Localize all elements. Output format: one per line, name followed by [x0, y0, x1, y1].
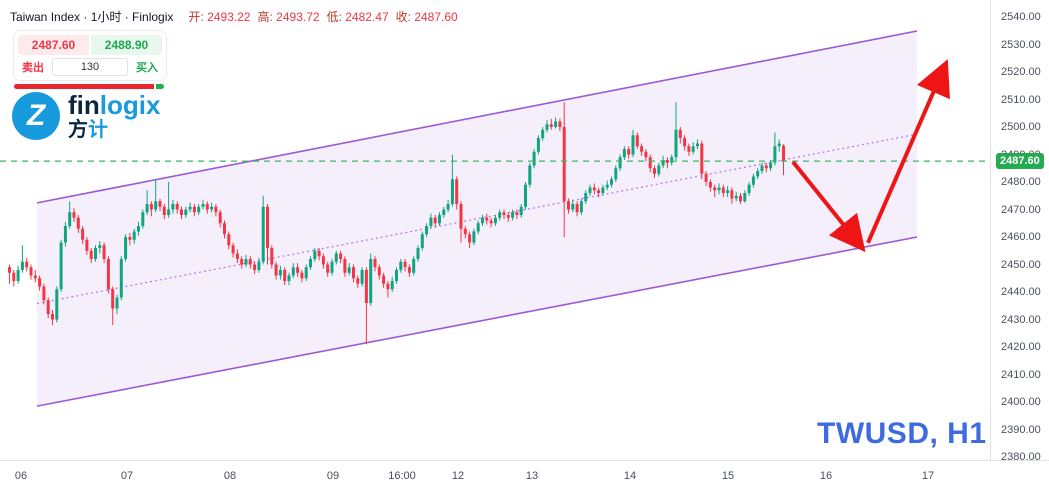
- ohlc-values: 开: 2493.22 高: 2493.72 低: 2482.47 收: 2487.60: [181, 10, 457, 24]
- price-tick-label: 2500.00: [1001, 121, 1041, 133]
- price-tick-label: 2410.00: [1001, 368, 1041, 381]
- sell-buy-ratio-bar: [14, 84, 164, 89]
- chart-legend: Taiwan Index · 1小时 · Finlogix 开: 2493.22 高…: [10, 8, 458, 25]
- high-value: 2493.72: [276, 10, 320, 24]
- current-price-label: 2487.60: [996, 153, 1044, 170]
- time-tick-label: 16:00: [388, 470, 416, 482]
- logo-text-fin: fin: [68, 90, 100, 120]
- high-label: 高:: [257, 10, 273, 24]
- low-value: 2482.47: [345, 10, 389, 24]
- logo-text-cn-dark: 方: [68, 119, 88, 141]
- price-tick-label: 2430.00: [1001, 313, 1041, 326]
- buy-price-button[interactable]: 2488.90: [91, 35, 162, 55]
- trend-arrow-projected-rally[interactable]: [866, 59, 950, 244]
- channel-bottom-line[interactable]: [36, 236, 918, 407]
- time-tick-label: 09: [326, 470, 340, 482]
- sell-button[interactable]: 卖出: [22, 62, 44, 74]
- time-tick-label: 16: [819, 470, 833, 482]
- open-value: 2493.22: [207, 10, 251, 24]
- finlogix-logo-icon: Z: [12, 92, 60, 140]
- low-label: 低:: [326, 10, 342, 24]
- time-tick-label: 14: [623, 470, 637, 482]
- finlogix-logo: Z finlogix 方计: [12, 92, 160, 140]
- time-tick-label: 07: [120, 470, 134, 482]
- open-label: 开:: [188, 10, 204, 24]
- price-tick-label: 2540.00: [1001, 11, 1041, 23]
- price-tick-label: 2440.00: [1001, 286, 1041, 298]
- close-value: 2487.60: [414, 10, 458, 24]
- price-tick-label: 2510.00: [1001, 93, 1041, 106]
- candlestick-chart[interactable]: [0, 0, 990, 460]
- price-tick-label: 2420.00: [1001, 341, 1041, 353]
- price-channel[interactable]: [36, 30, 918, 407]
- buy-ratio-segment: [155, 84, 164, 89]
- time-tick-label: 15: [721, 470, 735, 482]
- time-tick-label: 08: [223, 470, 237, 482]
- quantity-input[interactable]: [52, 58, 128, 76]
- price-tick-label: 2450.00: [1001, 258, 1041, 271]
- time-axis[interactable]: 06 07 08 09 16:00 12 13 14 15 16 17: [0, 460, 1049, 497]
- time-tick-label: 06: [14, 470, 28, 482]
- symbol-title[interactable]: Taiwan Index · 1小时 · Finlogix: [10, 10, 174, 24]
- time-tick-label: 12: [451, 470, 465, 482]
- logo-text-cn-blue: 计: [88, 119, 108, 141]
- channel-fill: [37, 31, 917, 407]
- price-axis[interactable]: 2540.002530.002520.002510.002500.002490.…: [990, 0, 1049, 463]
- close-label: 收:: [395, 10, 411, 24]
- price-tick-label: 2470.00: [1001, 203, 1041, 216]
- trend-arrow-projected-decline[interactable]: [791, 160, 866, 253]
- channel-top-line[interactable]: [36, 30, 918, 204]
- symbol-timeframe-label: TWUSD, H1: [817, 417, 987, 450]
- price-tick-label: 2400.00: [1001, 396, 1041, 408]
- price-tick-label: 2480.00: [1001, 176, 1041, 188]
- price-tick-label: 2530.00: [1001, 38, 1041, 51]
- buy-button[interactable]: 买入: [136, 62, 158, 74]
- price-tick-label: 2520.00: [1001, 66, 1041, 78]
- candles: [8, 102, 785, 345]
- time-tick-label: 13: [525, 470, 539, 482]
- sell-ratio-segment: [14, 84, 154, 89]
- logo-text-logix: logix: [99, 90, 161, 120]
- ratio-divider: [153, 84, 156, 89]
- sell-price-button[interactable]: 2487.60: [18, 35, 89, 55]
- price-tick-label: 2390.00: [1001, 423, 1041, 436]
- trade-panel: 2487.60 2488.90 卖出 买入: [13, 30, 167, 81]
- price-tick-label: 2460.00: [1001, 231, 1041, 243]
- time-tick-label: 17: [921, 470, 935, 482]
